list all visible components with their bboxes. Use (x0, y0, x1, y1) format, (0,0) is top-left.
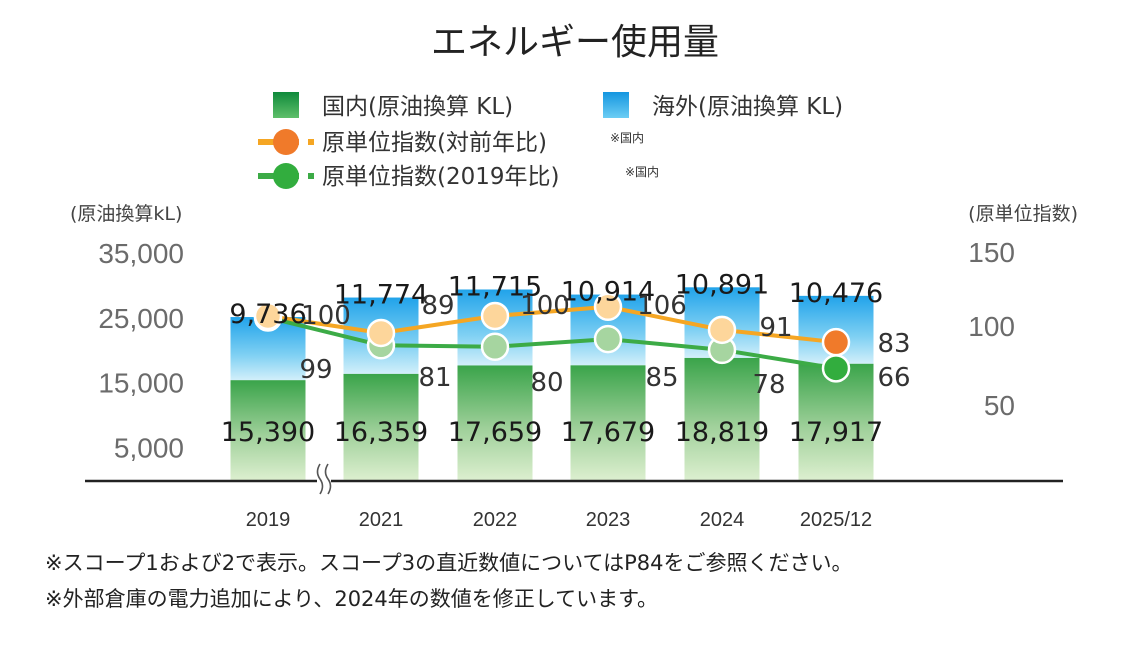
bar-label-overseas: 11,715 (448, 271, 542, 302)
y-right-axis-label: (原単位指数) (968, 203, 1078, 225)
x-tick-label: 2023 (586, 509, 631, 531)
x-tick-label: 2022 (473, 509, 518, 531)
axis-break-mark (316, 462, 332, 496)
y-left-tick-label: 15,000 (98, 368, 184, 399)
index-point-2019 (593, 324, 623, 354)
index-point-yoy (253, 301, 283, 331)
index-label-yoy: 83 (877, 329, 910, 359)
bar-label-domestic: 16,359 (334, 417, 428, 448)
bar-label-domestic: 17,679 (561, 417, 655, 448)
index-point-2019 (480, 332, 510, 362)
legend-label-2019: 原単位指数(2019年比) (322, 164, 559, 190)
index-label-2019: 85 (645, 363, 678, 393)
legend-label-overseas: 海外(原油換算 KL) (652, 94, 843, 120)
legend-swatch-domestic (273, 92, 299, 118)
bar-label-domestic: 17,917 (789, 417, 883, 448)
bar-label-overseas: 11,774 (334, 280, 428, 311)
index-line-yoy (267, 304, 837, 345)
index-label-yoy: 100 (301, 301, 351, 331)
bar-domestic (343, 373, 419, 480)
bar-domestic (457, 365, 533, 480)
y-right-tick-label: 50 (984, 390, 1015, 421)
data-labels: 15,390 9,736 16,359 11,774 17,659 11,715 17,67… (221, 269, 911, 448)
y-right-ticks: 150 100 50 (968, 237, 1015, 421)
y-right-tick-label: 150 (968, 237, 1015, 268)
x-tick-label: 2024 (700, 509, 745, 531)
index-label-2019: 66 (877, 363, 910, 393)
index-lines (253, 292, 851, 383)
bar-label-domestic: 15,390 (221, 417, 315, 448)
index-point-yoy (593, 292, 623, 322)
index-point-yoy (480, 301, 510, 331)
bar-label-overseas: 10,891 (675, 269, 769, 300)
legend-swatch-overseas (603, 92, 629, 118)
y-left-ticks: 35,000 25,000 15,000 5,000 (98, 238, 184, 464)
bar-domestic (230, 380, 306, 480)
index-label-2019: 80 (530, 368, 563, 398)
legend-note-2019: ※国内 (625, 165, 659, 179)
x-tick-label: 2025/12 (800, 509, 872, 531)
legend-marker-2019 (273, 163, 299, 189)
index-point-yoy (366, 318, 396, 348)
index-point-2019 (821, 354, 851, 383)
index-label-yoy: 91 (759, 313, 792, 343)
bar-label-domestic: 18,819 (675, 417, 769, 448)
chart-title: エネルギー使用量 (431, 22, 719, 63)
bars (230, 287, 874, 480)
footnote-2: ※外部倉庫の電力追加により、2024年の数値を修正しています。 (45, 587, 658, 611)
bar-domestic (684, 357, 760, 480)
index-label-yoy: 100 (520, 291, 570, 321)
index-label-2019: 81 (418, 363, 451, 393)
y-right-tick-label: 100 (968, 311, 1015, 342)
y-left-tick-label: 35,000 (98, 238, 184, 269)
legend: 国内(原油換算 KL) 海外(原油換算 KL) 原単位指数(対前年比) ※国内 … (258, 92, 843, 190)
legend-label-domestic: 国内(原油換算 KL) (322, 94, 513, 120)
index-label-yoy: 106 (637, 291, 687, 321)
x-tick-label: 2019 (246, 509, 291, 531)
bar-label-overseas: 9,736 (229, 299, 306, 330)
footnote-1: ※スコープ1および2で表示。スコープ3の直近数値についてはP84をご参照ください… (45, 551, 853, 575)
legend-marker-yoy (273, 129, 299, 155)
legend-note-yoy: ※国内 (610, 131, 644, 145)
legend-label-yoy: 原単位指数(対前年比) (322, 130, 547, 156)
index-point-yoy (821, 327, 851, 357)
bar-label-overseas: 10,476 (789, 278, 883, 309)
y-left-tick-label: 5,000 (114, 433, 184, 464)
index-line-2019 (267, 315, 837, 371)
index-label-2019: 78 (752, 370, 785, 400)
x-tick-label: 2021 (359, 509, 404, 531)
bar-label-overseas: 10,914 (561, 277, 655, 308)
bar-domestic (570, 365, 646, 480)
bar-domestic (798, 363, 874, 480)
y-left-tick-label: 25,000 (98, 303, 184, 334)
x-ticks: 2019 2021 2022 2023 2024 2025/12 (246, 509, 872, 531)
y-left-axis-label: (原油換算kL) (70, 203, 182, 225)
bar-label-domestic: 17,659 (448, 417, 542, 448)
index-point-yoy (707, 315, 737, 345)
index-label-2019: 99 (299, 355, 332, 385)
index-label-yoy: 89 (421, 291, 454, 321)
